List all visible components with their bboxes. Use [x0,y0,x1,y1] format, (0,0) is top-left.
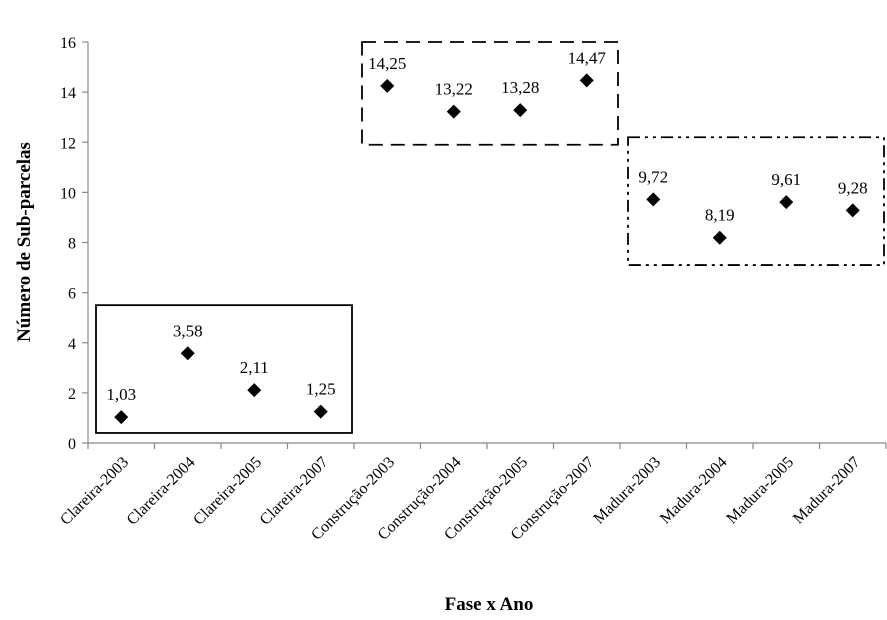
group-frame-construcao [361,41,619,146]
group-frame-madura [627,136,885,266]
y-ticks: 0 2 4 6 8 10 12 14 16 [60,35,88,453]
y-tick-label: 6 [68,286,76,303]
data-point [712,230,727,245]
y-tick-label: 4 [68,336,76,353]
x-tick-label: Clareira-2007 [257,454,332,529]
data-label: 13,22 [435,80,473,99]
data-point [779,195,794,210]
data-label: 3,58 [173,321,203,340]
data-points [114,73,860,425]
x-tick-label: Clareira-2004 [124,454,199,529]
y-tick-label: 2 [68,386,76,403]
data-point [646,192,661,207]
data-label: 13,28 [501,78,539,97]
axes [87,42,886,444]
data-point [114,410,129,425]
data-label: 8,19 [705,206,735,225]
x-tick-label: Madura-2003 [590,454,664,528]
data-label: 9,72 [638,167,668,186]
data-label: 14,47 [568,48,607,67]
x-tick-label: Madura-2007 [790,454,864,528]
data-label: 9,61 [771,170,801,189]
x-tick-label: Clareira-2003 [57,454,132,529]
group-frame-clareira [95,304,353,434]
data-label: 1,03 [106,385,136,404]
data-label: 1,25 [306,380,336,399]
group-frames [95,41,885,434]
y-tick-label: 0 [68,436,76,453]
data-point [845,203,860,218]
y-tick-label: 12 [60,135,76,152]
data-label: 14,25 [368,54,406,73]
y-axis-title: Número de Sub-parcelas [14,142,35,342]
data-label: 2,11 [240,358,269,377]
data-point [513,103,528,118]
y-tick-label: 16 [60,35,76,52]
x-tick-label: Madura-2004 [657,454,731,528]
data-point [313,404,328,419]
data-label: 9,28 [838,178,868,197]
data-point [180,346,195,361]
data-point [380,78,395,93]
y-tick-label: 10 [60,185,76,202]
x-tick-label: Madura-2005 [723,454,797,528]
data-point [446,104,461,119]
y-tick-label: 14 [60,85,76,102]
y-tick-label: 8 [68,236,76,253]
data-labels: 1,03 3,58 2,11 1,25 14,25 13,22 13,28 14,47 9,72… [106,48,867,404]
data-point [247,383,262,398]
x-tick-label: Clareira-2005 [190,454,265,529]
data-point [579,73,594,88]
x-axis-title: Fase x Ano [445,594,534,615]
x-ticks: Clareira-2003Clareira-2004Clareira-2005C… [57,443,887,544]
